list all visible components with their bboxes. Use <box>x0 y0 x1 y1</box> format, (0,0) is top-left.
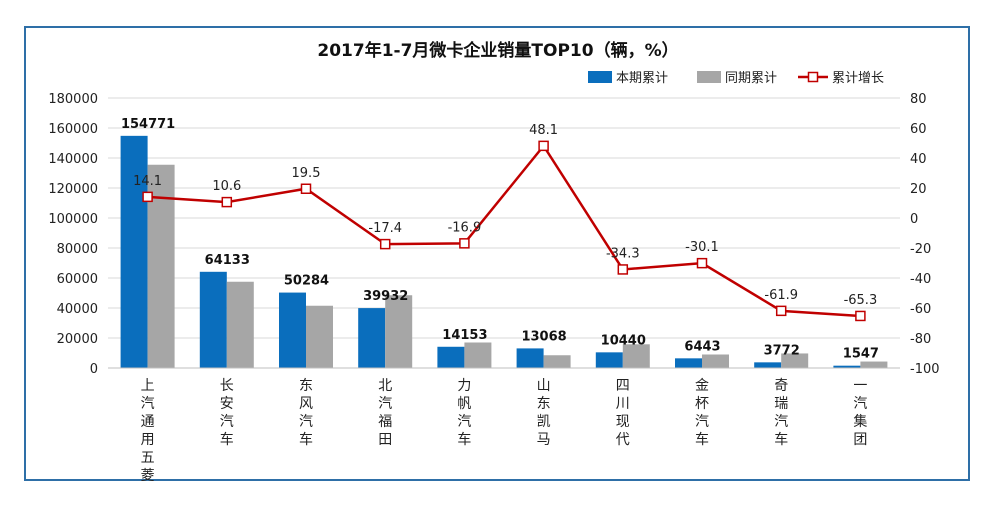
bar-previous <box>622 344 650 368</box>
bar-value-label: 1547 <box>843 347 879 362</box>
legend-label-current: 本期累计 <box>616 71 668 86</box>
y-left-tick-label: 100000 <box>48 212 98 227</box>
growth-value-label: -61.9 <box>764 288 798 303</box>
bar-previous <box>702 354 729 368</box>
y-right-tick-label: 40 <box>910 152 927 167</box>
y-left-tick-label: 60000 <box>57 272 98 287</box>
bar-current <box>437 346 465 368</box>
growth-marker <box>617 264 629 275</box>
bar-current <box>833 365 861 368</box>
y-left-tick-label: 80000 <box>57 242 98 257</box>
bar-current <box>279 292 306 368</box>
bar-value-label: 64133 <box>205 253 250 268</box>
bar-previous <box>464 342 492 368</box>
y-right-tick-label: 80 <box>910 92 927 107</box>
y-left-tick-label: 160000 <box>48 122 98 137</box>
growth-marker <box>775 305 787 317</box>
growth-marker <box>221 196 233 208</box>
y-left-tick-label: 180000 <box>48 92 98 107</box>
chart-title: 2017年1-7月微卡企业销量TOP10（辆，%） <box>317 41 679 61</box>
growth-value-label: 10.6 <box>212 179 241 194</box>
chart-frame <box>24 26 970 481</box>
y-right-tick-label: 0 <box>910 212 918 227</box>
growth-marker <box>459 238 470 249</box>
y-left-tick-label: 140000 <box>48 152 98 167</box>
category-label: 四川现代 <box>616 378 630 448</box>
growth-value-label: -30.1 <box>685 240 719 255</box>
growth-value-label: -65.3 <box>844 293 878 308</box>
legend-marker-growth <box>807 71 819 83</box>
legend-label-growth: 累计增长 <box>832 71 884 86</box>
y-left-tick-label: 20000 <box>57 332 98 347</box>
y-right-tick-label: -20 <box>910 242 931 257</box>
bar-value-label: 3772 <box>764 343 800 358</box>
bar-value-label: 154771 <box>121 117 175 132</box>
bar-value-label: 10440 <box>601 333 646 348</box>
growth-value-label: 48.1 <box>529 123 558 138</box>
bar-current <box>120 135 148 368</box>
bar-previous <box>781 353 809 368</box>
y-right-tick-label: -80 <box>910 332 931 347</box>
y-left-tick-label: 40000 <box>57 302 98 317</box>
bar-current <box>358 308 386 368</box>
growth-marker <box>142 191 153 203</box>
legend-label-previous: 同期累计 <box>725 71 777 86</box>
growth-marker <box>696 257 708 269</box>
bar-value-label: 14153 <box>442 328 487 343</box>
category-label: 金杯汽车 <box>695 378 709 448</box>
legend-swatch-current <box>588 71 612 83</box>
growth-value-label: -34.3 <box>606 246 640 261</box>
growth-value-label: 14.1 <box>133 174 162 189</box>
category-label: 力帆汽车 <box>457 378 471 448</box>
bar-previous <box>543 355 571 368</box>
category-label: 东风汽车 <box>299 378 313 448</box>
category-label: 一汽集团 <box>853 378 867 448</box>
bar-previous <box>226 281 254 368</box>
bar-current <box>516 348 544 368</box>
bar-previous <box>385 295 413 368</box>
bar-previous <box>306 305 333 368</box>
growth-value-label: -17.4 <box>368 221 402 236</box>
growth-value-label: -16.9 <box>448 220 482 235</box>
growth-line <box>147 143 861 318</box>
y-right-tick-label: -100 <box>910 362 940 377</box>
y-right-tick-label: -40 <box>910 272 931 287</box>
legend-swatch-previous <box>697 71 721 83</box>
y-right-tick-label: 60 <box>910 122 927 137</box>
bar-value-label: 6443 <box>684 339 720 354</box>
bar-value-label: 50284 <box>284 274 329 289</box>
bar-current <box>199 271 227 368</box>
growth-marker <box>300 183 312 194</box>
category-label: 奇瑞汽车 <box>774 377 788 448</box>
growth-marker <box>538 140 549 152</box>
category-label: 上汽通用五菱 <box>141 378 155 484</box>
y-left-tick-label: 120000 <box>48 182 98 197</box>
y-left-tick-label: 0 <box>90 362 98 377</box>
bar-current <box>675 358 702 368</box>
y-right-tick-label: -60 <box>910 302 931 317</box>
category-label: 长安汽车 <box>220 378 234 448</box>
bar-current <box>754 362 782 368</box>
bar-current <box>595 352 623 368</box>
growth-marker <box>379 238 391 250</box>
category-label: 山东凯马 <box>537 378 551 448</box>
growth-value-label: 19.5 <box>292 166 321 181</box>
bar-value-label: 13068 <box>521 329 566 344</box>
bar-previous <box>860 361 888 368</box>
bar-value-label: 39932 <box>363 289 408 304</box>
category-label: 北汽福田 <box>378 378 392 448</box>
growth-marker <box>855 310 866 322</box>
y-right-tick-label: 20 <box>910 182 927 197</box>
